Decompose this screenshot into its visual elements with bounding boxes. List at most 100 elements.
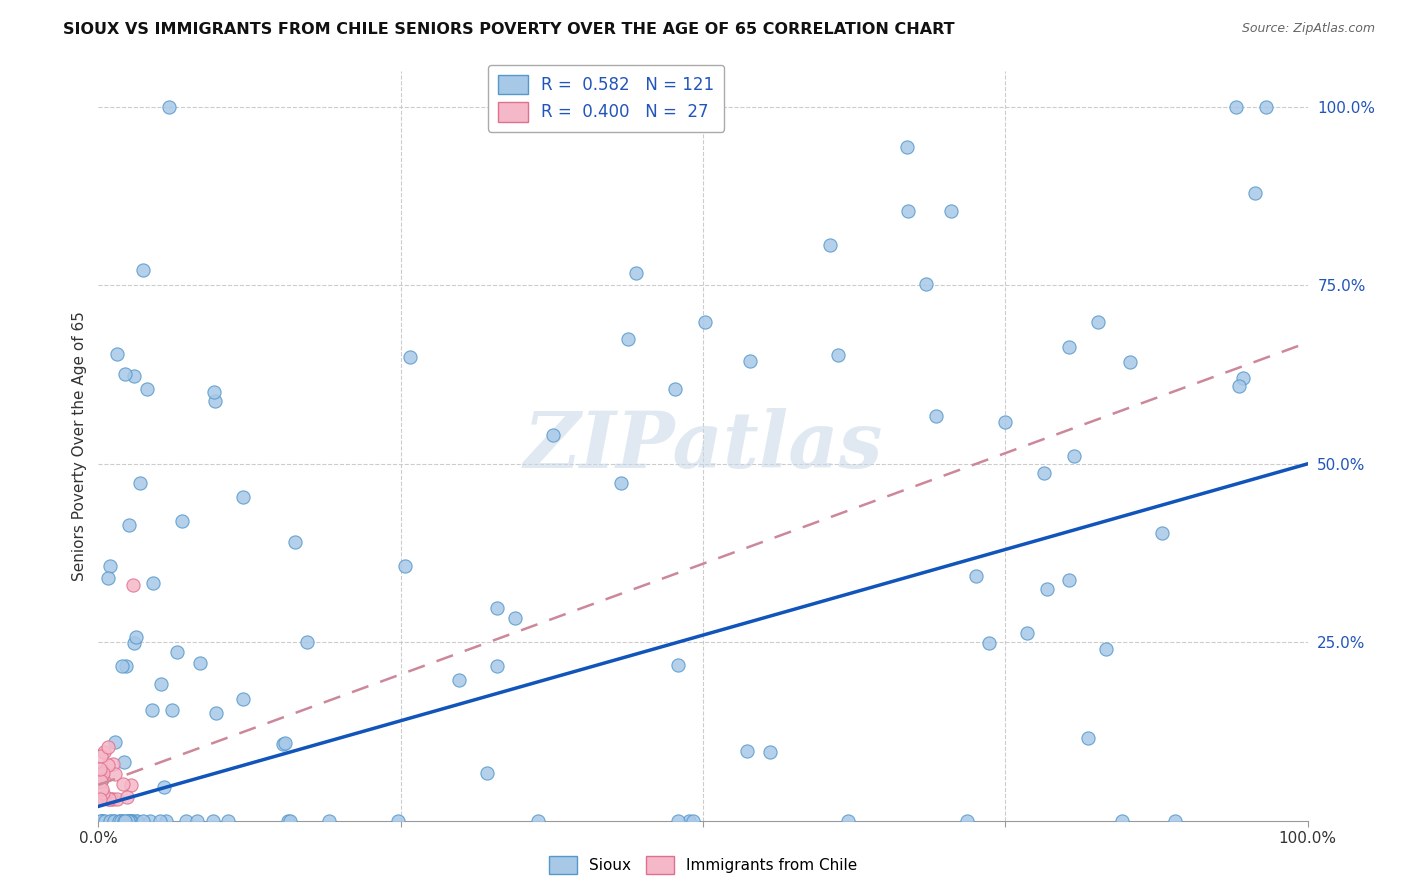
Point <box>160 703 183 717</box>
Point <box>284 535 307 549</box>
Point <box>666 658 689 673</box>
Point <box>758 745 780 759</box>
Point <box>915 277 938 291</box>
Point <box>125 631 148 645</box>
Y-axis label: Seniors Poverty Over the Age of 65: Seniors Poverty Over the Age of 65 <box>72 311 87 581</box>
Point <box>217 814 239 828</box>
Point <box>1095 642 1118 657</box>
Point <box>110 814 132 828</box>
Point <box>485 659 508 673</box>
Point <box>1111 814 1133 828</box>
Point <box>188 656 211 670</box>
Point <box>98 558 121 573</box>
Point <box>104 734 127 748</box>
Point <box>172 514 194 528</box>
Point <box>650 100 672 114</box>
Point <box>1244 186 1267 200</box>
Point <box>1232 371 1254 385</box>
Point <box>89 762 111 776</box>
Point <box>475 765 498 780</box>
Point <box>90 748 112 763</box>
Point <box>201 814 224 828</box>
Point <box>112 814 135 828</box>
Point <box>103 814 125 828</box>
Point <box>115 790 138 805</box>
Point <box>1119 355 1142 369</box>
Point <box>232 490 254 504</box>
Point <box>166 645 188 659</box>
Point <box>205 706 228 720</box>
Point <box>117 814 139 828</box>
Text: SIOUX VS IMMIGRANTS FROM CHILE SENIORS POVERTY OVER THE AGE OF 65 CORRELATION CH: SIOUX VS IMMIGRANTS FROM CHILE SENIORS P… <box>63 22 955 37</box>
Point <box>120 814 142 828</box>
Point <box>91 790 114 805</box>
Point <box>485 600 508 615</box>
Point <box>136 382 159 396</box>
Point <box>89 767 111 781</box>
Point <box>89 792 111 806</box>
Point <box>114 814 136 828</box>
Point <box>449 673 471 688</box>
Point <box>977 636 1000 650</box>
Legend: Sioux, Immigrants from Chile: Sioux, Immigrants from Chile <box>543 850 863 880</box>
Point <box>125 814 148 828</box>
Point <box>142 576 165 591</box>
Point <box>112 756 135 770</box>
Point <box>157 100 180 114</box>
Point <box>232 692 254 706</box>
Point <box>90 764 112 779</box>
Point <box>90 774 112 789</box>
Point <box>125 814 148 828</box>
Point <box>1256 100 1278 114</box>
Point <box>1087 315 1109 329</box>
Point <box>101 792 124 806</box>
Point <box>941 204 963 219</box>
Point <box>1032 467 1054 481</box>
Point <box>610 475 633 490</box>
Point <box>1225 100 1247 114</box>
Point <box>90 814 112 828</box>
Point <box>277 814 299 828</box>
Point <box>271 737 294 751</box>
Point <box>110 659 132 673</box>
Point <box>738 354 761 368</box>
Point <box>111 777 134 791</box>
Point <box>91 814 114 828</box>
Point <box>100 814 122 828</box>
Legend: R =  0.582   N = 121, R =  0.400   N =  27: R = 0.582 N = 121, R = 0.400 N = 27 <box>488 65 724 131</box>
Point <box>1077 731 1099 745</box>
Text: ZIPatlas: ZIPatlas <box>523 408 883 484</box>
Point <box>98 792 121 806</box>
Point <box>297 635 319 649</box>
Point <box>1057 573 1080 587</box>
Point <box>122 578 145 592</box>
Point <box>139 814 162 828</box>
Point <box>399 350 422 364</box>
Point <box>105 346 128 360</box>
Point <box>318 814 340 828</box>
Point <box>91 786 114 800</box>
Point <box>176 814 198 828</box>
Point <box>543 427 565 442</box>
Point <box>664 382 686 396</box>
Point <box>97 792 120 806</box>
Point <box>1150 526 1173 541</box>
Point <box>693 315 716 329</box>
Point <box>121 814 143 828</box>
Point <box>122 368 145 383</box>
Point <box>965 569 987 583</box>
Text: Source: ZipAtlas.com: Source: ZipAtlas.com <box>1241 22 1375 36</box>
Point <box>97 740 120 755</box>
Point <box>616 332 638 346</box>
Point <box>110 814 132 828</box>
Point <box>149 677 172 691</box>
Point <box>94 814 117 828</box>
Point <box>737 744 759 758</box>
Point <box>128 476 150 491</box>
Point <box>93 746 115 760</box>
Point <box>117 814 139 828</box>
Point <box>98 814 121 828</box>
Point <box>186 814 208 828</box>
Point <box>100 792 122 806</box>
Point <box>105 792 128 806</box>
